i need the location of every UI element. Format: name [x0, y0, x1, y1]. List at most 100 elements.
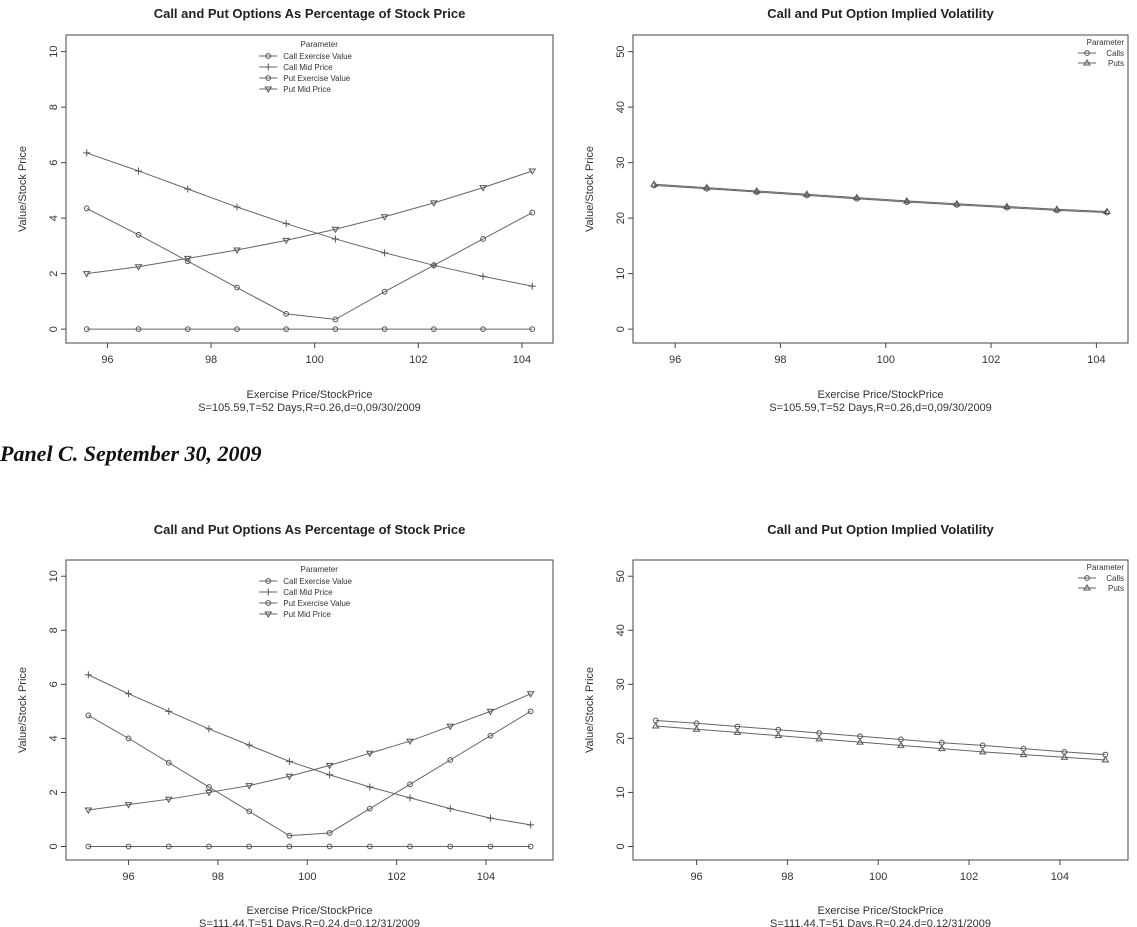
chart1-data-point: [83, 149, 91, 157]
chart2-data-point: [650, 180, 658, 187]
chart3-y-tick-label: 2: [48, 789, 60, 795]
chart1-legend-marker: [264, 86, 273, 93]
chart3-data-point: [165, 759, 172, 766]
chart2-y-tick-label: 40: [615, 101, 627, 113]
chart3-data-point: [406, 738, 414, 746]
chart-panel-1: Call and Put Options As Percentage of St…: [17, 6, 554, 414]
chart1-data-point: [82, 271, 91, 278]
chart3-legend-title: Parameter: [301, 565, 339, 574]
chart1-data-point: [528, 168, 537, 175]
chart4-data-point: [937, 744, 946, 752]
panel-label: Panel C. September 30, 2009: [0, 441, 262, 466]
chart3-subtitle: S=111.44,T=51 Days,R=0.24,d=0,12/31/2009: [199, 918, 420, 927]
chart-panel-4: Call and Put Option Implied Volatility 96…: [584, 522, 1129, 927]
chart2-y-tick-label: 10: [615, 268, 627, 280]
chart1-data-point: [233, 203, 241, 211]
chart1-data-point: [479, 185, 487, 192]
chart-panel-3: Call and Put Options As Percentage of St…: [17, 522, 554, 927]
chart3-legend-entry: Put Mid Price: [283, 610, 331, 619]
chart2-series-2: [650, 180, 1111, 214]
chart3-data-point: [486, 814, 494, 822]
chart4-data-point: [733, 728, 742, 735]
chart1-y-tick-label: 4: [48, 215, 60, 221]
chart1-data-point: [283, 310, 290, 317]
chart4-y-tick-label: 10: [615, 786, 627, 798]
chart2-data-point: [902, 196, 911, 204]
chart1-subtitle: S=105.59,T=52 Days,R=0.26,d=0,09/30/2009: [198, 402, 421, 414]
chart2-x-tick-label: 96: [669, 354, 681, 366]
chart1-data-point: [135, 231, 142, 238]
chart4-series-line: [655, 720, 1106, 756]
chart4-data-point: [1019, 750, 1028, 758]
chart1-plot-frame: [65, 34, 554, 344]
chart1-data-point: [430, 326, 437, 333]
chart3-legend-entry: Call Exercise Value: [283, 577, 352, 586]
chart1-data-point: [380, 214, 389, 221]
chart1-legend-entry: Put Mid Price: [283, 85, 331, 94]
chart2-data-point: [1002, 202, 1011, 209]
chart3-data-point: [84, 807, 93, 814]
chart4-x-tick-label: 102: [960, 871, 978, 883]
chart1-series-1: [83, 326, 536, 333]
chart1-data-point: [282, 237, 291, 245]
chart2-data-point: [702, 183, 711, 191]
chart4-y-tick-label: 0: [615, 843, 627, 849]
chart3-y-tick-label: 10: [48, 570, 60, 582]
chart2-data-point: [1103, 207, 1111, 214]
chart2-legend-entry: Calls: [1106, 49, 1124, 58]
chart1-x-tick-label: 98: [205, 354, 217, 366]
chart4-x-axis-label: Exercise Price/StockPrice: [818, 905, 944, 917]
chart3-x-tick-label: 104: [477, 871, 495, 883]
chart2-legend-marker: [1083, 59, 1091, 66]
chart3-legend: Parameter Call Exercise Value Call Mid Pri…: [259, 565, 353, 619]
chart3-data-point: [406, 794, 414, 802]
chart1-title: Call and Put Options As Percentage of St…: [154, 6, 466, 21]
chart3-data-point: [125, 690, 133, 698]
chart4-data-point: [815, 734, 824, 742]
chart1-legend: Parameter Call Exercise Value Call Mid Pri…: [259, 40, 353, 94]
chart4-y-axis-label: Value/Stock Price: [584, 667, 596, 753]
chart4-legend-entry: Puts: [1108, 584, 1124, 593]
chart1-data-point: [528, 282, 536, 290]
chart4-series-1: [652, 717, 1109, 758]
chart3-data-point: [447, 757, 454, 763]
chart1-data-point: [282, 220, 290, 228]
chart1-data-point: [283, 326, 290, 333]
chart4-title: Call and Put Option Implied Volatility: [767, 522, 994, 537]
chart1-series-line: [86, 170, 533, 275]
chart1-data-point: [83, 326, 90, 333]
chart2-subtitle: S=105.59,T=52 Days,R=0.26,d=0,09/30/2009: [769, 402, 992, 414]
chart2-data-point: [852, 193, 861, 201]
chart3-data-point: [124, 802, 133, 809]
chart1-data-point: [430, 262, 437, 269]
chart1-data-point: [529, 209, 536, 216]
chart3-data-point: [125, 735, 132, 742]
chart1-data-point: [135, 326, 142, 333]
chart3-data-point: [366, 843, 373, 850]
chart1-series-4: [82, 168, 537, 278]
chart1-legend-entry: Call Exercise Value: [283, 52, 352, 61]
chart3-data-point: [245, 741, 253, 749]
chart1-legend-marker: [265, 75, 272, 81]
chart3-data-point: [446, 723, 455, 731]
chart2-x-tick-label: 104: [1087, 354, 1105, 366]
chart4-x-tick-label: 98: [781, 871, 793, 883]
chart3-data-point: [205, 789, 213, 797]
chart1-data-point: [480, 236, 486, 242]
chart4-data-point: [979, 742, 986, 749]
chart1-data-point: [135, 167, 143, 175]
chart4-subtitle: S=111.44,T=51 Days,R=0.24,d=0,12/31/2009: [770, 918, 991, 927]
chart2-series-line: [654, 184, 1107, 214]
chart3-data-point: [84, 671, 92, 679]
chart3-series-4: [84, 691, 535, 814]
chart1-data-point: [480, 326, 486, 333]
chart2-x-axis-label: Exercise Price/StockPrice: [818, 389, 944, 401]
chart3-data-point: [85, 843, 92, 850]
chart3-data-point: [487, 843, 494, 850]
chart3-series-2: [84, 671, 535, 829]
chart1-data-point: [331, 226, 340, 234]
chart3-plot-frame: [65, 559, 554, 861]
chart1-y-tick-label: 0: [48, 326, 60, 332]
chart4-data-point: [1101, 756, 1110, 763]
